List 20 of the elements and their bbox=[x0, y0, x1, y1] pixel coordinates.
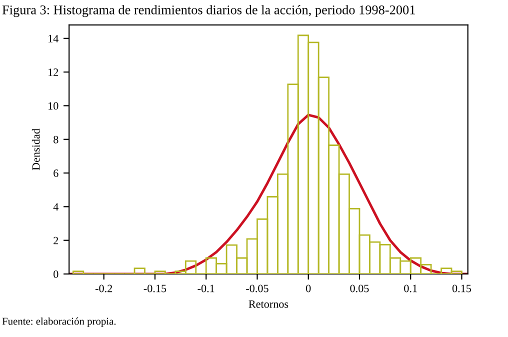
y-axis-title: Densidad bbox=[32, 128, 40, 170]
x-tick-label: -0.05 bbox=[246, 284, 268, 292]
chart-title: Figura 3: Histograma de rendimientos diarios de la acción, periodo 1998-2001 bbox=[2, 5, 415, 18]
x-tick-label: 0.1 bbox=[404, 284, 417, 292]
y-tick-label: 0 bbox=[54, 270, 58, 278]
x-tick-label: -0.1 bbox=[198, 284, 214, 292]
y-tick-label: 8 bbox=[54, 136, 58, 144]
y-tick-label: 4 bbox=[53, 203, 58, 211]
y-tick-label: 12 bbox=[48, 68, 58, 76]
x-tick-label: -0.15 bbox=[144, 284, 166, 292]
x-tick-label: 0.15 bbox=[452, 284, 472, 292]
y-tick-label: 10 bbox=[48, 102, 58, 110]
source-note: Fuente: elaboración propia. bbox=[2, 317, 116, 327]
y-tick-label: 14 bbox=[48, 34, 58, 42]
x-axis-title: Retornos bbox=[248, 300, 288, 308]
x-tick-label: -0.2 bbox=[95, 284, 112, 292]
y-tick-label: 6 bbox=[54, 170, 58, 177]
y-tick-label: 2 bbox=[54, 236, 58, 244]
x-tick-label: 0 bbox=[306, 284, 311, 292]
x-tick-label: 0.05 bbox=[350, 284, 369, 292]
